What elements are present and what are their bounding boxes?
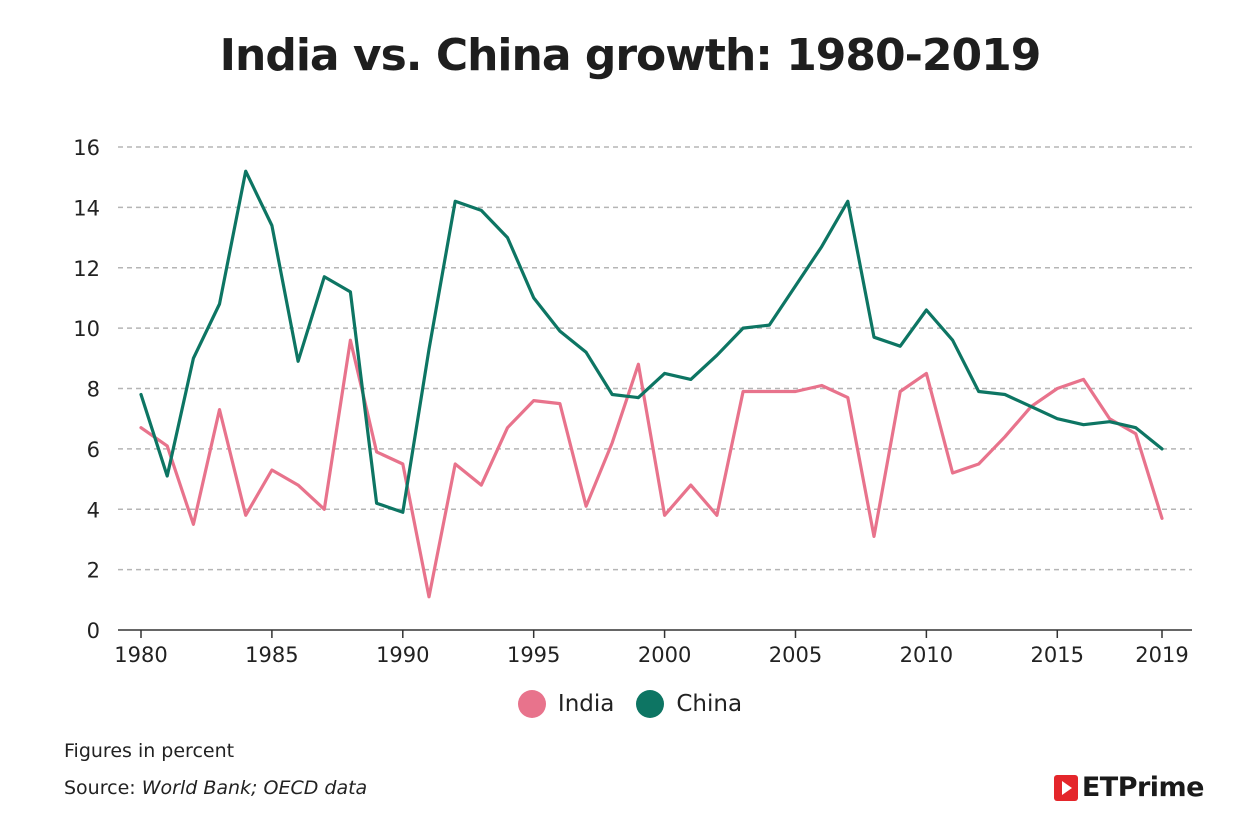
x-tick-label: 2010 [900,643,953,667]
footnote: Figures in percent [64,740,235,762]
legend-item-india[interactable]: India [517,690,615,718]
x-tick-label: 1980 [114,643,167,667]
y-tick-label: 10 [73,317,100,341]
play-icon [1053,774,1078,801]
y-tick-label: 12 [73,257,100,281]
legend-swatch-india [517,690,546,718]
series-line-india[interactable] [139,338,1164,599]
chart-title: India vs. China growth: 1980-2019 [219,30,1042,81]
ticks-layer: 0 2 4 6 8 10 12 14 16 1980 1985 1990 1995 2000 2005 201… [73,136,1188,667]
x-tick-label: 2015 [1031,643,1084,667]
x-tick-label: 1995 [507,643,560,667]
series-line-china[interactable] [139,169,1164,514]
y-tick-label: 6 [87,438,100,462]
y-tick-label: 14 [73,196,100,220]
y-tick-label: 4 [87,498,100,522]
source-line: Source: World Bank; OECD data [64,777,367,799]
brand-logo[interactable]: ETPrime [1053,772,1205,803]
y-tick-label: 8 [87,378,100,402]
x-tick-label: 1990 [376,643,429,667]
y-tick-label: 2 [87,559,100,583]
y-tick-label: 16 [73,136,100,160]
source-label: Source: [64,777,136,799]
legend-swatch-china [636,690,665,718]
y-tick-label: 0 [87,619,100,643]
brand-name: ETPrime [1081,772,1205,803]
x-tick-label: 2019 [1135,643,1188,667]
series-layer [139,169,1164,599]
axis-layer [118,629,1192,638]
source-text: World Bank; OECD data [141,777,368,799]
x-tick-label: 1985 [245,643,298,667]
x-tick-label: 2000 [638,643,691,667]
legend-label-india: India [557,691,615,717]
x-tick-label: 2005 [769,643,822,667]
grid-layer [118,146,1192,571]
legend: India China [0,690,1260,718]
legend-label-china: China [676,691,743,717]
legend-item-china[interactable]: China [636,690,742,718]
